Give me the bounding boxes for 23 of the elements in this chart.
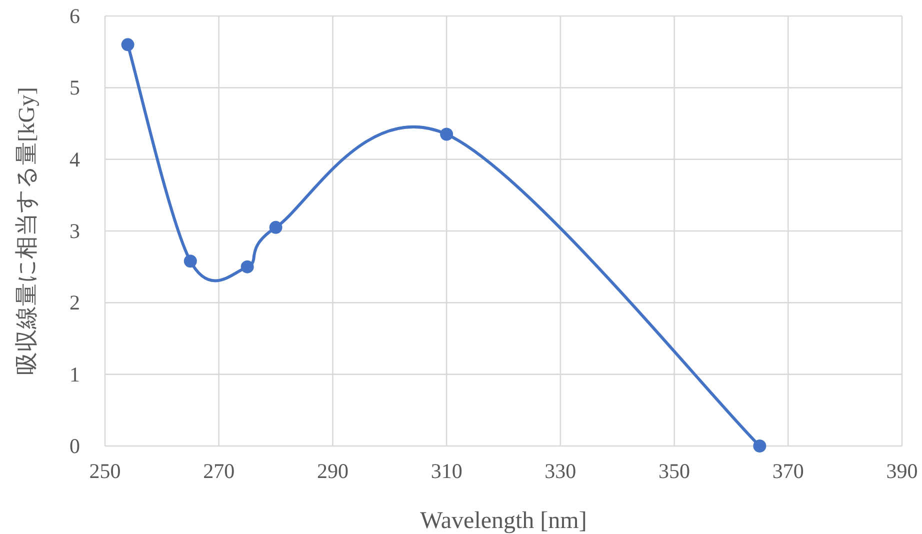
x-tick-label: 370 (772, 459, 804, 483)
x-axis-title: Wavelength [nm] (420, 508, 587, 534)
y-tick-label: 1 (70, 362, 80, 386)
y-tick-label: 3 (70, 219, 80, 243)
y-tick-label: 5 (70, 76, 80, 100)
x-tick-label: 330 (544, 459, 576, 483)
point (121, 38, 134, 52)
point (184, 254, 197, 268)
y-tick-label: 4 (70, 147, 80, 172)
x-tick-label: 390 (886, 459, 918, 483)
point (440, 128, 454, 141)
point (269, 220, 282, 234)
point (753, 440, 766, 452)
y-axis-title: 吸収線量に相当する量[kGy] (14, 87, 39, 375)
x-tick-label: 270 (203, 459, 235, 483)
point (240, 260, 254, 274)
y-tick-label: 0 (70, 434, 80, 458)
x-tick-label: 290 (316, 459, 348, 483)
y-tick-label: 2 (70, 290, 80, 315)
x-tick-label: 350 (658, 459, 690, 483)
y-tick-label: 6 (70, 4, 80, 28)
x-tick-label: 250 (89, 459, 121, 483)
x-tick-label: 310 (430, 459, 462, 483)
